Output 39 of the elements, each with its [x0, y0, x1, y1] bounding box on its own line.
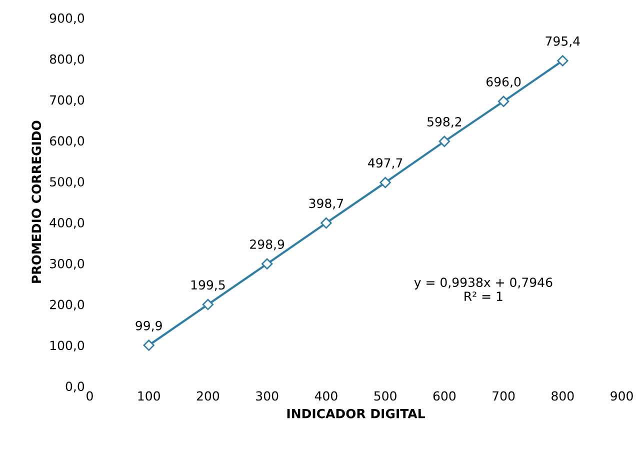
- y-tick-label: 100,0: [50, 340, 84, 352]
- x-tick-label: 500: [374, 391, 396, 401]
- y-tick-label: 200,0: [50, 300, 84, 311]
- point: [380, 176, 391, 188]
- y-tick-label: 800,0: [50, 54, 84, 66]
- x-axis-title: INDICADOR DIGITAL: [287, 408, 425, 418]
- data-label: 398,7: [309, 198, 344, 210]
- data-label: 795,4: [546, 36, 580, 48]
- data-label: 298,9: [250, 239, 284, 250]
- y-tick-label: 900,0: [50, 13, 84, 24]
- x-tick-label: 100: [138, 391, 160, 401]
- y-tick-label: 700,0: [50, 95, 84, 106]
- x-tick-label: 200: [196, 391, 220, 401]
- x-tick-label: 300: [256, 391, 278, 401]
- x-tick-label: 0: [86, 391, 93, 401]
- x-tick-label: 400: [314, 391, 338, 401]
- y-tick-label: 300,0: [50, 258, 84, 270]
- point: [320, 217, 332, 229]
- y-tick-label: 400,0: [50, 218, 84, 229]
- data-label: 199,5: [191, 280, 225, 291]
- x-tick-label: 900: [610, 391, 633, 401]
- y-tick-label: 500,0: [50, 177, 84, 188]
- data-label: 497,7: [368, 158, 402, 169]
- data-label: 696,0: [486, 77, 521, 88]
- y-tick-label: 600,0: [50, 136, 84, 147]
- y-axis-title: PROMEDIO CORREGIDO: [32, 120, 42, 283]
- point: [202, 298, 214, 310]
- data-label: 598,2: [428, 117, 462, 128]
- x-tick-label: 700: [492, 391, 515, 401]
- y-tick-label: 0,0: [66, 382, 84, 392]
- point: [438, 136, 450, 148]
- point: [557, 55, 568, 66]
- data-label: 99,9: [136, 320, 162, 332]
- x-tick-label: 600: [433, 391, 456, 401]
- point: [261, 258, 273, 270]
- annotation: y = 0,9938x + 0,7946 R² = 1: [414, 278, 552, 301]
- point: [143, 340, 154, 351]
- point: [498, 96, 510, 108]
- x-tick-label: 800: [552, 391, 574, 401]
